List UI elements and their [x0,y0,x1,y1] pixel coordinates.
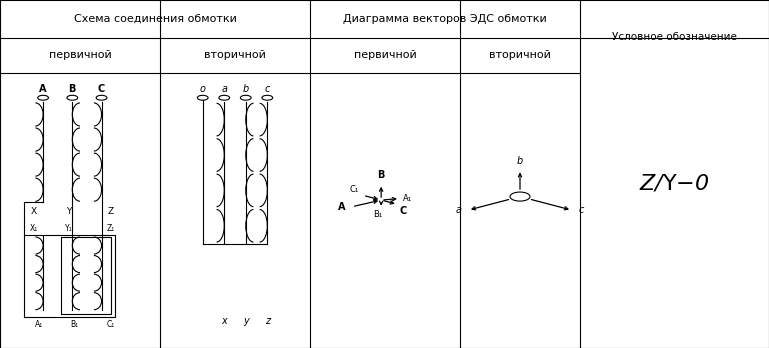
Text: z: z [265,316,270,325]
Text: C: C [98,84,105,94]
Text: x: x [221,316,227,325]
Text: первичной: первичной [354,50,416,61]
Text: y: y [243,316,248,325]
Text: B: B [68,84,76,94]
Text: B₁: B₁ [373,211,382,219]
Text: c: c [578,205,584,215]
Text: Y₁: Y₁ [65,224,72,234]
Text: $Z$/$\Upsilon$$-$0: $Z$/$\Upsilon$$-$0 [639,172,710,193]
Text: b: b [517,156,523,166]
Text: Условное обозначение: Условное обозначение [612,32,737,41]
Text: первичной: первичной [48,50,112,61]
Text: a: a [456,205,462,215]
Text: вторичной: вторичной [204,50,266,61]
Text: b: b [243,84,249,94]
Text: Y: Y [66,207,72,216]
Text: C: C [400,206,408,216]
Text: A₁: A₁ [35,319,43,329]
Text: Диаграмма векторов ЭДС обмотки: Диаграмма векторов ЭДС обмотки [343,14,547,24]
Text: B₁: B₁ [70,319,78,329]
Text: Схема соединения обмотки: Схема соединения обмотки [74,14,236,24]
Text: X₁: X₁ [30,224,38,234]
Text: Z: Z [108,207,114,216]
Text: A: A [338,202,346,212]
Text: вторичной: вторичной [489,50,551,61]
Text: C₁: C₁ [350,184,359,193]
Text: B: B [378,169,384,180]
Text: a: a [221,84,227,94]
Text: o: o [200,84,205,94]
Text: A: A [39,84,47,94]
Text: C₁: C₁ [107,319,115,329]
Text: c: c [265,84,270,94]
Text: X: X [31,207,37,216]
Text: Z₁: Z₁ [107,224,115,234]
Text: A₁: A₁ [403,194,412,203]
